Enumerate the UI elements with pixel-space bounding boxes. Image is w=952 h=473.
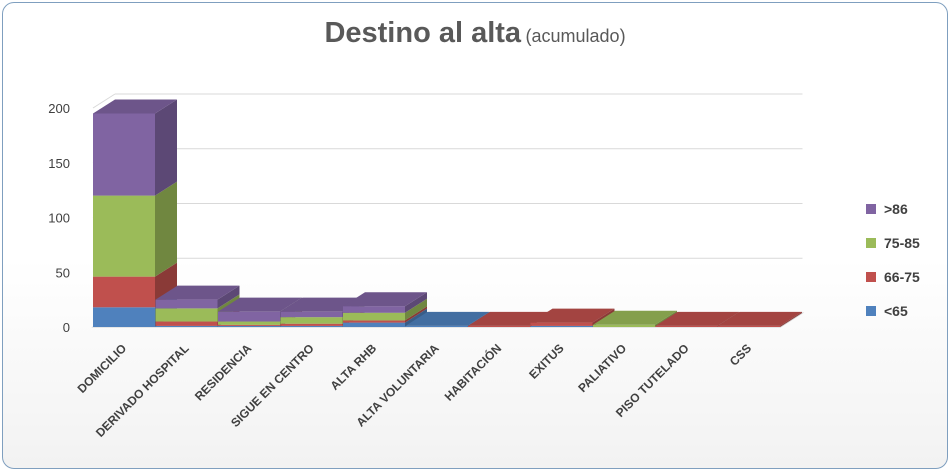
bar-segment <box>718 325 780 327</box>
bar-side <box>592 308 615 326</box>
legend-item: 66-75 <box>866 268 920 285</box>
legend-swatch <box>866 203 876 214</box>
bar-segment <box>218 311 280 322</box>
legend-label: 75-85 <box>884 234 920 251</box>
bar-segment <box>280 317 343 324</box>
bar-segment <box>280 323 343 326</box>
grid-depth-line <box>92 93 116 109</box>
bar-segment <box>343 320 405 323</box>
bar-side <box>780 311 802 327</box>
y-tick-label: 50 <box>56 265 70 280</box>
bar-top <box>593 310 677 325</box>
legend-item: <65 <box>866 302 920 319</box>
x-tick-label: DOMICILIO <box>75 341 130 396</box>
bar-top <box>218 297 302 312</box>
x-tick-label: ALTA RHB <box>328 341 380 393</box>
x-tick-label: CSS <box>727 341 754 368</box>
bar-segment <box>93 113 155 196</box>
bar-side <box>405 298 427 321</box>
bar-side <box>405 292 427 313</box>
bar-segment <box>280 325 343 327</box>
bar-stack <box>718 311 802 327</box>
x-tick-label: EXITUS <box>526 341 567 382</box>
bar-segment <box>280 311 343 318</box>
chart-title: Destino al alta (acumulado) <box>3 17 947 50</box>
y-tick-label: 150 <box>48 156 70 171</box>
bar-side <box>155 181 177 277</box>
bar-segment <box>343 322 405 327</box>
bar-stack <box>343 292 427 327</box>
bar-segment <box>155 299 218 309</box>
bar-top <box>530 308 615 323</box>
bar-segment <box>218 321 280 325</box>
bar-segment <box>593 324 655 327</box>
bar-side <box>405 308 427 327</box>
bar-segment <box>343 312 405 321</box>
bar-segment <box>93 276 155 308</box>
legend-item: 75-85 <box>866 234 920 251</box>
bar-side <box>217 285 240 309</box>
chart-title-main: Destino al alta <box>324 17 522 49</box>
bar-top <box>655 311 740 326</box>
bar-stack <box>93 99 177 327</box>
x-tick-label: HABITACIÓN <box>441 341 504 404</box>
bar-segment <box>93 307 155 327</box>
bar-segment <box>155 308 218 322</box>
legend-label: >86 <box>884 200 908 217</box>
bar-segment <box>530 322 593 326</box>
bar-side <box>155 99 177 196</box>
legend-swatch <box>866 305 876 316</box>
x-tick-label: PALIATIVO <box>575 341 629 395</box>
bar-segment <box>93 195 155 277</box>
legend-swatch <box>866 237 876 248</box>
bar-segment <box>343 306 405 313</box>
bar-top <box>155 285 240 300</box>
bar-segment <box>655 325 718 327</box>
bar-top <box>343 292 427 307</box>
bar-segment <box>405 325 468 327</box>
bar-segment <box>218 324 280 326</box>
bar-top <box>405 311 490 326</box>
bar-segment <box>218 325 280 327</box>
bar-segment <box>155 325 218 327</box>
legend-label: 66-75 <box>884 268 920 285</box>
chart-subtitle: (acumulado) <box>525 26 626 46</box>
y-tick-label: 200 <box>48 101 70 116</box>
bar-segment <box>530 325 593 327</box>
y-tick-label: 100 <box>48 211 70 226</box>
x-tick-label: RESIDENCIA <box>192 341 254 403</box>
bar-side <box>405 306 427 323</box>
legend-item: >86 <box>866 200 920 217</box>
chart-legend: >86 75-85 66-75 <65 <box>866 200 920 336</box>
legend-label: <65 <box>884 302 908 319</box>
bar-top <box>93 99 177 114</box>
y-tick-label: 0 <box>63 320 70 335</box>
legend-swatch <box>866 271 876 282</box>
bar-segment <box>155 321 218 326</box>
bar-segment <box>468 325 530 327</box>
bar-top <box>718 311 802 326</box>
